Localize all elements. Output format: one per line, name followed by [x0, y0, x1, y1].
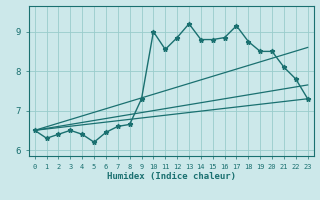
X-axis label: Humidex (Indice chaleur): Humidex (Indice chaleur)	[107, 172, 236, 181]
